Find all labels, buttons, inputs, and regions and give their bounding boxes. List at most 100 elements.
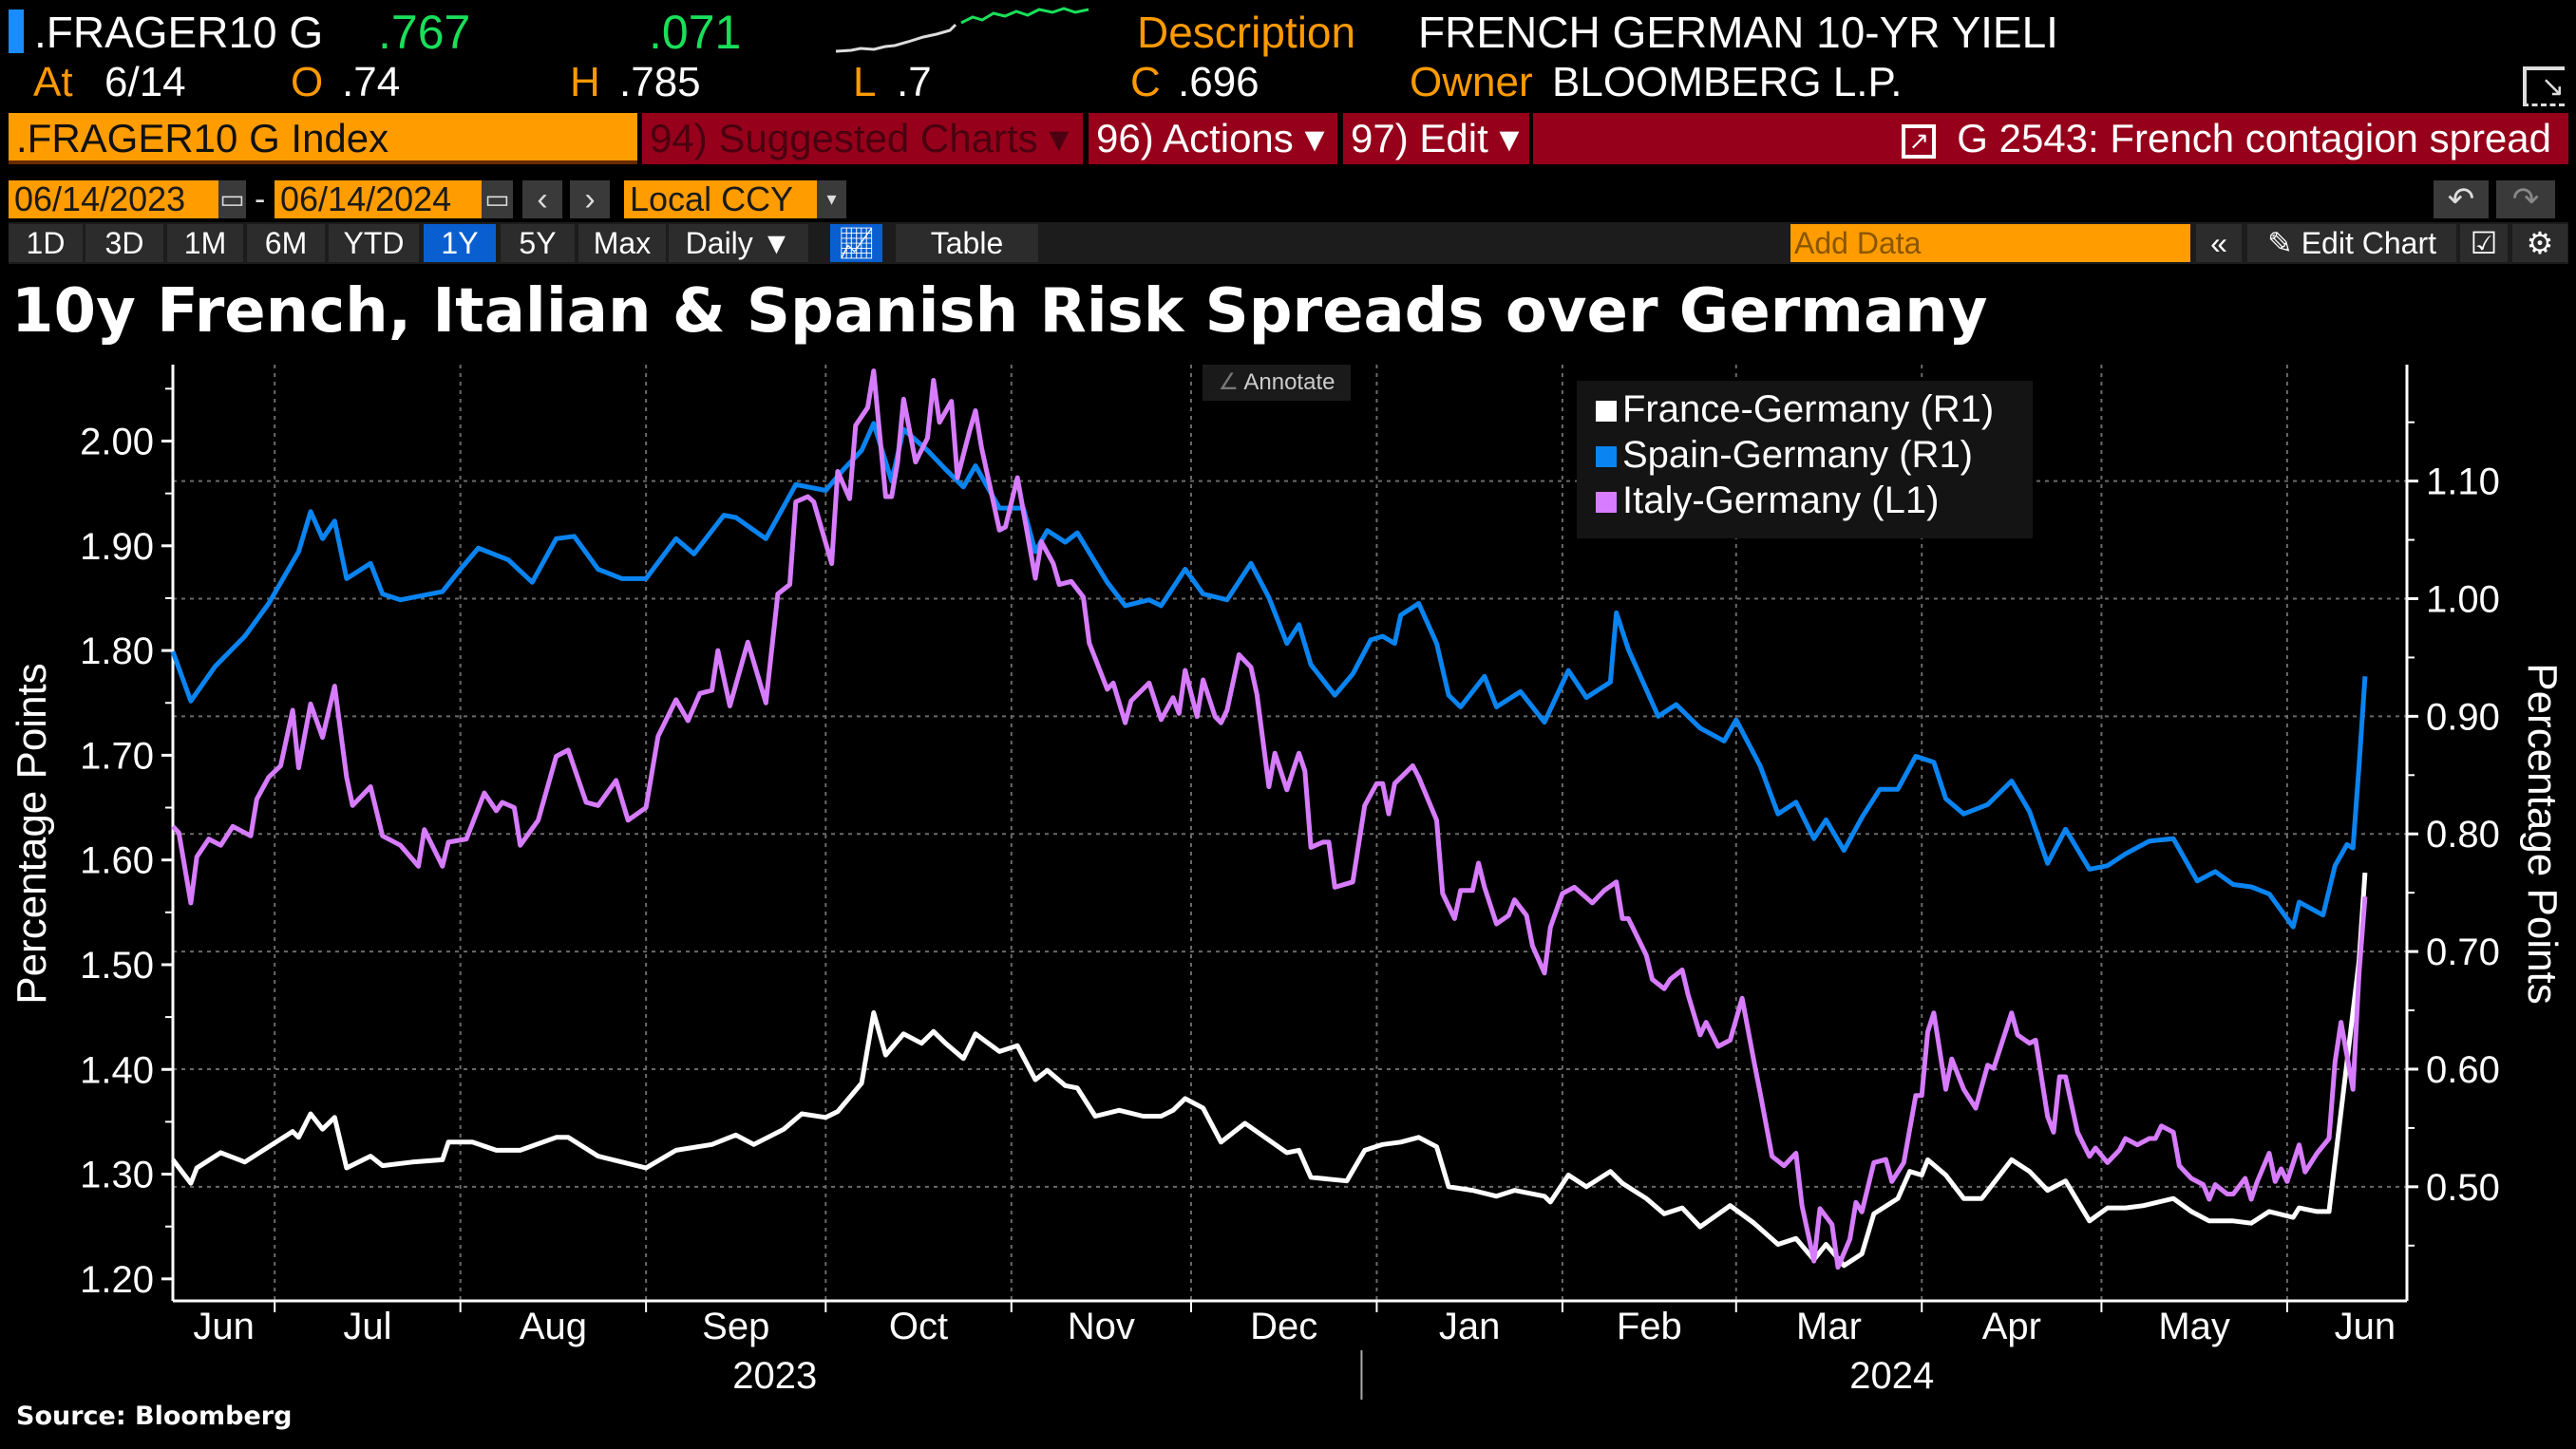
x-tick-label: Jan xyxy=(1439,1306,1501,1347)
next-period-button[interactable]: › xyxy=(570,180,610,218)
chart-settings-icon[interactable]: ☑ xyxy=(2460,224,2508,262)
legend-item-france[interactable]: France-Germany (R1) xyxy=(1596,386,2014,432)
period-max[interactable]: Max xyxy=(578,224,666,262)
owner-value: BLOOMBERG L.P. xyxy=(1552,59,1903,105)
description-label: Description xyxy=(1137,8,1356,57)
description-value: FRENCH GERMAN 10-YR YIELI xyxy=(1418,8,2058,57)
right-y-tick-label: 0.60 xyxy=(2426,1049,2500,1091)
security-field[interactable]: .FRAGER10 G Index xyxy=(9,113,637,164)
series-line-france xyxy=(171,872,2368,1269)
sparkline xyxy=(835,7,1089,53)
high-label: H xyxy=(570,59,600,105)
year-label: 2024 xyxy=(1849,1355,1934,1397)
end-date-field[interactable]: 06/14/2024 xyxy=(275,180,482,218)
legend-label: Italy-Germany (L1) xyxy=(1622,480,1940,521)
x-tick-label: Oct xyxy=(889,1306,948,1347)
x-tick-label: Feb xyxy=(1617,1306,1682,1347)
x-tick-label: Apr xyxy=(1982,1306,2041,1347)
currency-dropdown-icon[interactable]: ▾ xyxy=(817,180,846,218)
table-button[interactable]: Table xyxy=(896,224,1038,262)
period-3d[interactable]: 3D xyxy=(85,224,163,262)
add-data-input[interactable]: Add Data xyxy=(1790,224,2190,262)
low-label: L xyxy=(853,59,877,105)
open-value: .74 xyxy=(342,59,401,105)
period-6m[interactable]: 6M xyxy=(247,224,325,262)
linked-chart-title: G 2543: French contagion spread xyxy=(1957,116,2551,160)
legend-swatch-spain xyxy=(1596,446,1617,467)
legend-label: France-Germany (R1) xyxy=(1622,388,1995,430)
external-link-icon: ↗ xyxy=(1902,123,1937,159)
legend-item-italy[interactable]: Italy-Germany (L1) xyxy=(1596,478,2014,523)
right-axis-title: Percentage Points xyxy=(2519,663,2566,1005)
left-axis-title: Percentage Points xyxy=(9,663,55,1005)
right-y-tick-label: 0.50 xyxy=(2426,1167,2500,1209)
date-separator: - xyxy=(255,181,266,217)
line-chart-icon[interactable]: 📈︎ xyxy=(830,224,882,262)
series-line-spain xyxy=(170,421,2368,930)
end-calendar-icon[interactable]: ▭ xyxy=(482,180,513,218)
currency-select[interactable]: Local CCY xyxy=(624,180,817,218)
frequency-select[interactable]: Daily ▼ xyxy=(669,224,808,262)
right-y-tick-label: 1.00 xyxy=(2426,579,2500,621)
ticker: .FRAGER10 G xyxy=(34,8,324,57)
actions-menu[interactable]: 96) Actions ▾ xyxy=(1089,113,1337,164)
period-1d[interactable]: 1D xyxy=(9,224,83,262)
high-value: .785 xyxy=(619,59,701,105)
x-tick-label: Dec xyxy=(1250,1306,1317,1347)
legend-swatch-italy xyxy=(1596,492,1617,513)
suggested-charts-menu[interactable]: 94) Suggested Charts ▾ xyxy=(642,113,1083,164)
gear-icon[interactable]: ⚙ xyxy=(2512,224,2567,262)
period-5y[interactable]: 5Y xyxy=(501,224,575,262)
period-1m[interactable]: 1M xyxy=(167,224,243,262)
source-note: Source: Bloomberg xyxy=(16,1402,293,1431)
x-tick-label: Mar xyxy=(1796,1306,1862,1347)
x-tick-label: Nov xyxy=(1068,1306,1135,1347)
edit-chart-button[interactable]: ✎ Edit Chart xyxy=(2247,224,2456,262)
legend: France-Germany (R1) Spain-Germany (R1) I… xyxy=(1577,381,2033,538)
left-y-tick-label: 1.30 xyxy=(80,1155,154,1196)
x-tick-label: Sep xyxy=(702,1306,769,1347)
left-y-tick-label: 1.20 xyxy=(80,1259,154,1301)
period-ytd[interactable]: YTD xyxy=(329,224,419,262)
edit-menu[interactable]: 97) Edit ▾ xyxy=(1343,113,1529,164)
left-y-tick-label: 1.70 xyxy=(80,735,154,777)
right-y-tick-label: 0.80 xyxy=(2426,814,2500,856)
linked-chart-link[interactable]: ↗ G 2543: French contagion spread xyxy=(1533,113,2568,164)
x-tick-label: Jun xyxy=(193,1306,255,1347)
net-change: .071 xyxy=(649,6,742,59)
left-y-tick-label: 1.80 xyxy=(80,630,154,672)
left-y-tick-label: 1.40 xyxy=(80,1049,154,1091)
at-date: 6/14 xyxy=(104,59,186,105)
annotate-pencil-icon: ∠ xyxy=(1218,369,1244,395)
right-y-tick-label: 1.10 xyxy=(2426,461,2500,503)
left-y-tick-label: 1.50 xyxy=(80,945,154,987)
low-value: .7 xyxy=(897,59,932,105)
open-label: O xyxy=(291,59,324,105)
last-price: .767 xyxy=(378,6,471,59)
close-label: C xyxy=(1130,59,1161,105)
at-label: At xyxy=(33,59,73,105)
legend-item-spain[interactable]: Spain-Germany (R1) xyxy=(1596,432,2014,478)
undo-button[interactable]: ↶ xyxy=(2434,180,2489,218)
collapse-icon[interactable]: « xyxy=(2196,224,2242,262)
expand-window-icon[interactable]: ↘ xyxy=(2523,66,2565,106)
edit-chart-label: Edit Chart xyxy=(2301,226,2436,260)
redo-button[interactable]: ↷ xyxy=(2496,180,2555,218)
security-indicator xyxy=(9,9,24,53)
close-value: .696 xyxy=(1178,59,1260,105)
annotate-label: Annotate xyxy=(1243,369,1335,395)
start-calendar-icon[interactable]: ▭ xyxy=(218,180,246,218)
legend-label: Spain-Germany (R1) xyxy=(1622,434,1974,476)
start-date-field[interactable]: 06/14/2023 xyxy=(9,180,218,218)
right-y-tick-label: 0.90 xyxy=(2426,696,2500,738)
series-line-italy xyxy=(171,368,2368,1270)
previous-period-button[interactable]: ‹ xyxy=(522,180,562,218)
x-tick-label: Aug xyxy=(520,1306,587,1347)
chart-title: 10y French, Italian & Spanish Risk Sprea… xyxy=(11,276,1988,347)
pencil-icon: ✎ xyxy=(2267,226,2301,260)
year-label: 2023 xyxy=(732,1355,817,1397)
annotate-button[interactable]: ∠ Annotate xyxy=(1203,365,1351,401)
x-tick-label: May xyxy=(2158,1306,2230,1347)
legend-swatch-france xyxy=(1596,401,1617,422)
period-1y[interactable]: 1Y xyxy=(424,224,496,262)
